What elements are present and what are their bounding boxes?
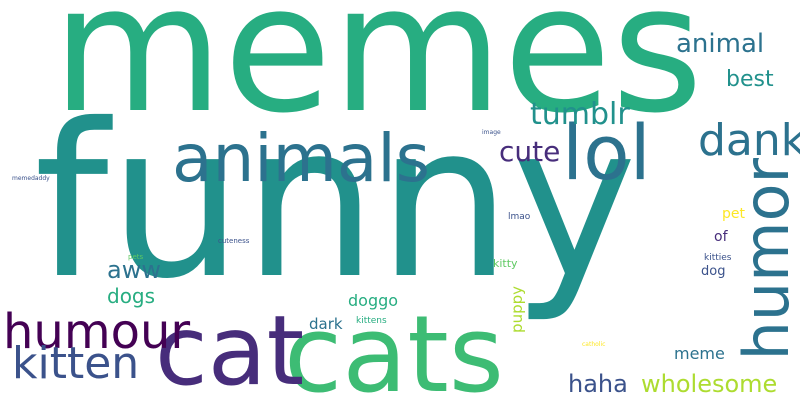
- word-pet: pet: [722, 206, 745, 222]
- word-dark: dark: [309, 315, 343, 333]
- word-lol: lol: [562, 108, 651, 197]
- word-funny: funny: [34, 78, 638, 325]
- word-puppy: puppy: [508, 286, 526, 333]
- word-best: best: [726, 67, 774, 92]
- word-wholesome: wholesome: [641, 370, 778, 398]
- word-of: of: [714, 229, 728, 245]
- word-cats: cats: [284, 293, 505, 400]
- word-animals: animals: [172, 120, 431, 197]
- word-memes: memes: [52, 0, 704, 152]
- word-cat: cat: [155, 295, 305, 400]
- word-haha: haha: [568, 370, 628, 398]
- word-memedaddy: memedaddy: [12, 175, 50, 182]
- word-aww: aww: [107, 256, 161, 284]
- word-image: image: [482, 129, 501, 136]
- word-pets: pets: [128, 253, 144, 261]
- word-doggo: doggo: [348, 291, 399, 310]
- word-meme: meme: [674, 344, 725, 363]
- word-humour: humour: [3, 304, 191, 360]
- word-kitten: kitten: [12, 338, 140, 389]
- word-kitty: kitty: [493, 257, 518, 270]
- word-lmao: lmao: [508, 212, 531, 222]
- word-dog: dog: [701, 264, 726, 279]
- word-cute: cute: [499, 135, 561, 168]
- word-cuteness: cuteness: [218, 237, 250, 245]
- word-dank: dank: [698, 115, 800, 166]
- word-kitties: kitties: [704, 253, 732, 263]
- word-tumblr: tumblr: [530, 97, 630, 132]
- word-humor: humor: [730, 158, 800, 361]
- word-dogs: dogs: [107, 284, 156, 308]
- word-kittens: kittens: [356, 316, 387, 326]
- word-catholic: catholic: [582, 341, 606, 348]
- word-animal: animal: [676, 29, 765, 59]
